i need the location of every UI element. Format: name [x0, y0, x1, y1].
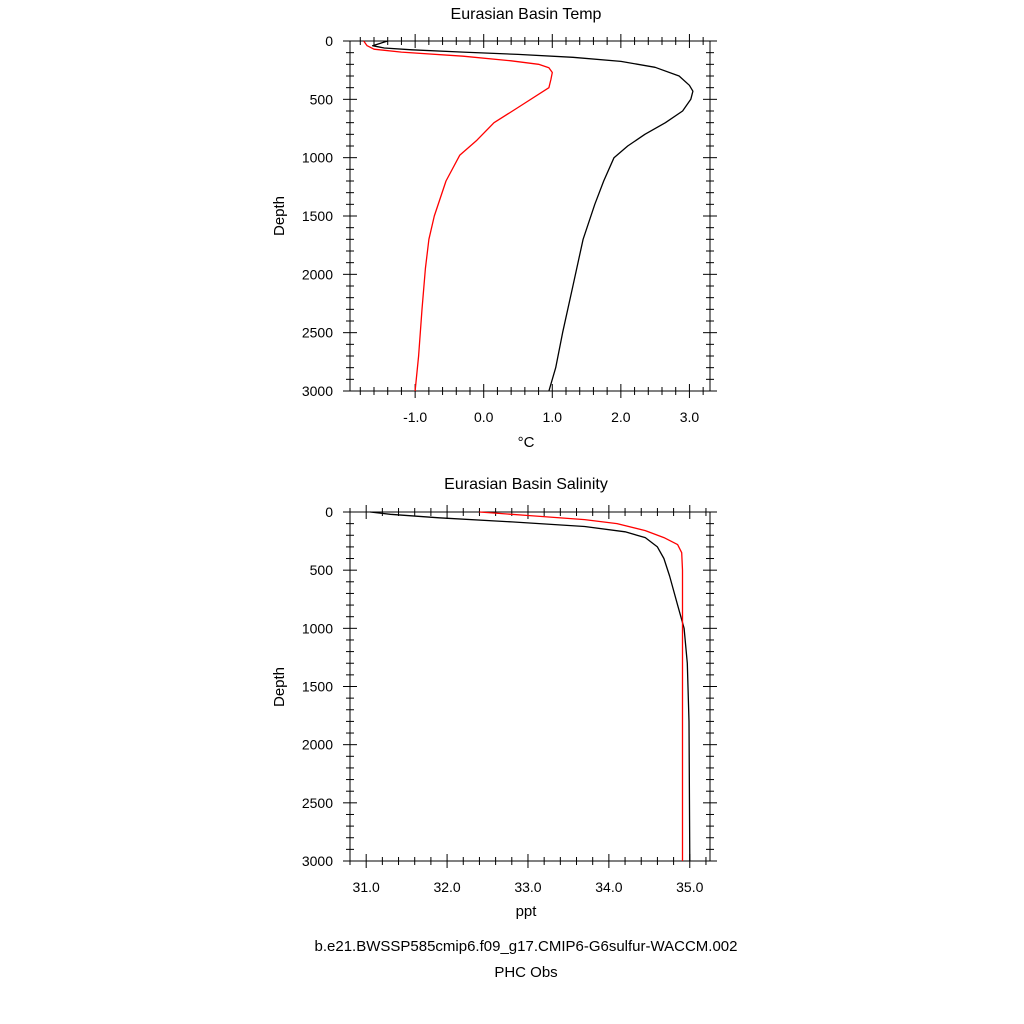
temp-y-tick-label: 1000	[302, 150, 333, 166]
salinity-chart-title: Eurasian Basin Salinity	[444, 476, 608, 493]
temp-panel: Eurasian Basin Temp -1.0 0.0 1.0 2.0 3.0 0 50…	[271, 6, 717, 451]
temp-y-tick-labels: 0 500 1000 1500 2000 2500 3000	[302, 33, 333, 399]
salinity-y-tick-label: 1000	[302, 620, 333, 636]
temp-x-tick-label: 3.0	[680, 409, 700, 425]
salinity-x-tick-label: 31.0	[353, 879, 380, 895]
temp-x-tick-labels: -1.0 0.0 1.0 2.0 3.0	[403, 409, 699, 425]
salinity-x-tick-label: 33.0	[514, 879, 541, 895]
salinity-y-tick-label: 2000	[302, 737, 333, 753]
salinity-ticks	[343, 505, 717, 868]
salinity-x-tick-label: 35.0	[676, 879, 703, 895]
temp-y-tick-label: 1500	[302, 208, 333, 224]
salinity-model-line	[370, 511, 691, 862]
temp-x-tick-label: -1.0	[403, 409, 427, 425]
salinity-y-tick-label: 500	[310, 562, 334, 578]
temp-x-tick-label: 2.0	[611, 409, 631, 425]
obs-caption: PHC Obs	[494, 964, 557, 981]
salinity-y-tick-label: 1500	[302, 679, 333, 695]
temp-y-tick-label: 2000	[302, 266, 333, 282]
salinity-obs-line	[479, 511, 684, 861]
temp-plot-frame	[349, 40, 711, 392]
salinity-x-axis-label: ppt	[516, 903, 538, 920]
salinity-y-tick-label: 3000	[302, 853, 333, 869]
salinity-y-axis-label: Depth	[271, 667, 288, 707]
temp-chart-title: Eurasian Basin Temp	[451, 6, 602, 23]
salinity-series	[370, 511, 691, 862]
temp-y-tick-label: 500	[310, 91, 334, 107]
temp-ticks	[343, 34, 717, 398]
temp-series	[363, 40, 694, 392]
temp-x-axis-label: °C	[518, 434, 535, 451]
temp-model-line	[371, 40, 694, 392]
temp-y-tick-label: 2500	[302, 325, 333, 341]
temp-x-tick-label: 0.0	[474, 409, 494, 425]
salinity-y-tick-label: 0	[325, 504, 333, 520]
salinity-plot-frame	[349, 511, 711, 862]
temp-y-tick-label: 0	[325, 33, 333, 49]
temp-y-axis-label: Depth	[271, 196, 288, 236]
salinity-y-tick-labels: 0 500 1000 1500 2000 2500 3000	[302, 504, 333, 869]
salinity-panel: Eurasian Basin Salinity 31.0 32.0 33.0 34.0…	[271, 476, 717, 920]
temp-y-tick-label: 3000	[302, 383, 333, 399]
model-run-caption: b.e21.BWSSP585cmip6.f09_g17.CMIP6-G6sulf…	[315, 938, 738, 955]
salinity-y-tick-label: 2500	[302, 795, 333, 811]
temp-obs-line	[363, 40, 553, 392]
salinity-x-tick-labels: 31.0 32.0 33.0 34.0 35.0	[353, 879, 704, 895]
temp-x-tick-label: 1.0	[543, 409, 563, 425]
salinity-x-tick-label: 34.0	[595, 879, 622, 895]
salinity-x-tick-label: 32.0	[433, 879, 460, 895]
